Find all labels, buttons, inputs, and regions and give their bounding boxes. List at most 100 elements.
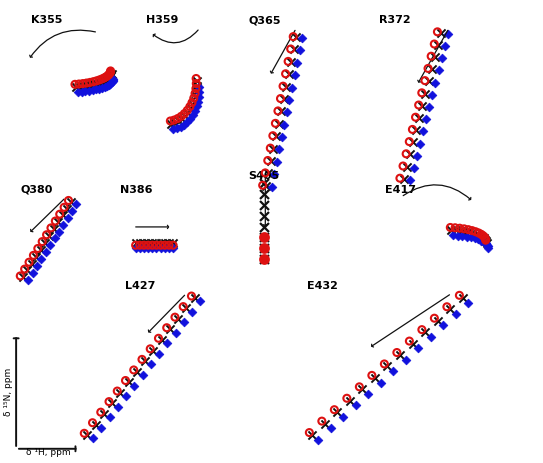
Text: δ ¹⁵N, ppm: δ ¹⁵N, ppm <box>4 368 12 416</box>
Point <box>78 80 87 88</box>
Point <box>72 200 81 208</box>
Point <box>108 77 117 85</box>
Point <box>116 389 125 396</box>
Point <box>351 402 360 409</box>
Point <box>461 228 470 235</box>
Point <box>32 253 41 260</box>
Point <box>482 239 491 247</box>
Point <box>130 382 139 389</box>
Point <box>162 324 171 332</box>
Point <box>314 436 323 444</box>
Point <box>326 425 335 432</box>
Point <box>289 33 298 40</box>
Point <box>67 198 75 206</box>
Point <box>393 349 401 356</box>
Point <box>59 221 68 228</box>
Point <box>430 40 439 48</box>
Point <box>276 95 285 102</box>
Point <box>188 99 197 106</box>
Point <box>468 227 476 234</box>
Point <box>358 386 367 393</box>
Point <box>49 225 58 233</box>
Point <box>267 183 276 190</box>
Point <box>260 234 269 241</box>
Text: K355: K355 <box>31 15 62 25</box>
Point <box>482 240 490 247</box>
Point <box>96 79 105 87</box>
Point <box>274 120 283 127</box>
Point <box>135 244 144 251</box>
Point <box>440 42 449 50</box>
Point <box>170 116 179 124</box>
Text: Q380: Q380 <box>21 185 53 194</box>
Point <box>149 347 157 354</box>
Point <box>446 306 454 313</box>
Point <box>414 101 423 109</box>
Point <box>81 88 90 95</box>
Point <box>194 93 203 100</box>
Point <box>481 237 490 244</box>
Point <box>483 241 491 249</box>
Point <box>144 242 153 249</box>
Point <box>188 111 197 119</box>
Point <box>408 340 417 347</box>
Point <box>113 403 122 410</box>
Point <box>444 30 452 38</box>
Point <box>132 368 141 375</box>
Point <box>163 340 172 347</box>
Point <box>295 47 304 54</box>
Point <box>389 368 397 375</box>
Point <box>77 88 86 95</box>
Point <box>281 70 290 77</box>
Point <box>183 118 192 125</box>
Point <box>479 235 488 242</box>
Point <box>192 75 200 82</box>
Point <box>72 83 80 91</box>
Point <box>64 214 72 222</box>
Point <box>100 83 109 90</box>
Point <box>443 303 451 311</box>
Point <box>453 232 462 239</box>
Point <box>156 242 165 249</box>
Point <box>95 76 104 84</box>
Point <box>193 82 201 90</box>
Point <box>93 80 102 88</box>
Point <box>108 79 116 86</box>
Point <box>140 244 148 251</box>
Point <box>156 239 165 247</box>
Point <box>173 115 182 122</box>
Point <box>434 41 443 49</box>
Point <box>484 243 493 250</box>
Point <box>46 242 54 249</box>
Point <box>192 85 200 92</box>
Point <box>192 93 200 100</box>
Point <box>54 219 62 226</box>
Point <box>437 55 446 62</box>
Point <box>421 90 430 97</box>
Point <box>180 319 188 326</box>
Point <box>161 242 169 249</box>
Point <box>167 120 176 127</box>
Point <box>368 372 376 379</box>
Point <box>107 70 116 77</box>
Point <box>460 225 469 232</box>
Point <box>169 125 178 133</box>
Point <box>412 152 421 159</box>
Point <box>452 310 460 318</box>
Point <box>292 33 301 41</box>
Point <box>452 227 460 234</box>
Point <box>318 418 326 425</box>
Point <box>396 351 405 359</box>
Point <box>82 79 91 87</box>
Point <box>186 106 195 113</box>
Point <box>287 58 295 66</box>
Point <box>187 292 196 300</box>
Point <box>408 138 417 146</box>
Point <box>85 87 93 94</box>
Point <box>24 258 33 266</box>
Point <box>60 204 68 211</box>
Point <box>430 314 439 322</box>
Point <box>406 176 415 184</box>
Point <box>190 94 198 102</box>
Point <box>275 146 283 153</box>
